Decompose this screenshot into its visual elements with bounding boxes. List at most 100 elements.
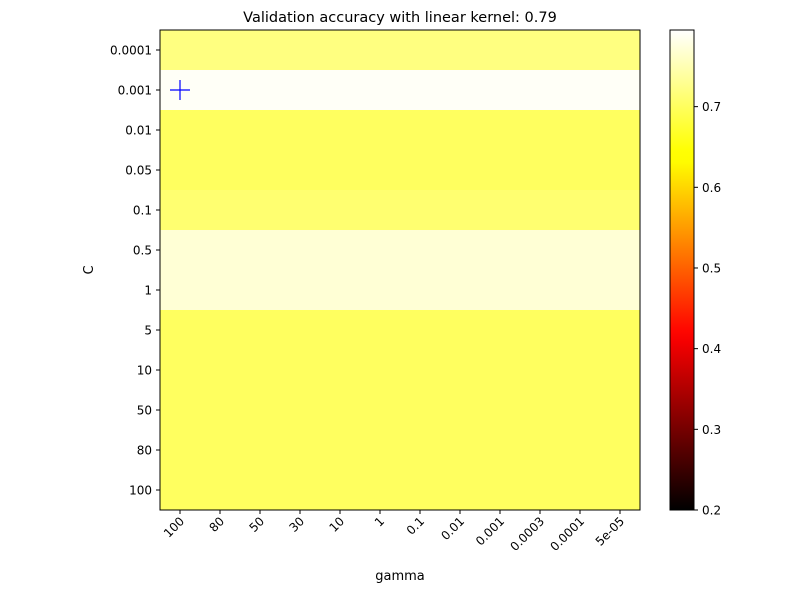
heatmap-cell — [480, 70, 521, 111]
heatmap-cell — [280, 70, 321, 111]
heatmap-cell — [520, 150, 561, 191]
y-tick-label: 0.01 — [125, 124, 152, 138]
heatmap-cell — [520, 70, 561, 111]
heatmap-cell — [520, 350, 561, 391]
y-tick-label: 0.1 — [133, 204, 152, 218]
heatmap-cell — [480, 430, 521, 471]
heatmap-cell — [520, 310, 561, 351]
heatmap-cell — [480, 310, 521, 351]
heatmap-cell — [560, 470, 601, 511]
heatmap-cell — [400, 310, 441, 351]
x-tick-label: 1 — [372, 514, 387, 529]
y-tick-label: 0.0001 — [110, 44, 152, 58]
x-axis-ticks: 100 80 50 30 10 1 0.1 0.01 0.001 0.0003 0.0001 5e-0… — [161, 510, 627, 554]
x-tick-label: 0.1 — [404, 514, 427, 537]
heatmap-cell — [240, 70, 281, 111]
heatmap-cell — [520, 470, 561, 511]
heatmap-cell — [360, 190, 401, 231]
heatmap-cell — [400, 110, 441, 151]
heatmap-cell — [560, 270, 601, 311]
x-tick-label: 0.001 — [473, 514, 507, 548]
heatmap-cell — [200, 350, 241, 391]
heatmap-cell — [160, 150, 201, 191]
heatmap-cell — [560, 230, 601, 271]
heatmap-cell — [320, 390, 361, 431]
heatmap-cell — [280, 270, 321, 311]
heatmap-cell — [240, 390, 281, 431]
heatmap-cell — [240, 470, 281, 511]
heatmap-cell — [600, 150, 641, 191]
heatmap-cell — [280, 390, 321, 431]
heatmap-cell — [160, 190, 201, 231]
heatmap-cell — [160, 350, 201, 391]
heatmap-cell — [320, 270, 361, 311]
heatmap-cell — [560, 70, 601, 111]
heatmap-cell — [240, 110, 281, 151]
colorbar-tick-label: 0.4 — [702, 342, 721, 356]
colorbar-tick-label: 0.2 — [702, 504, 721, 518]
heatmap-cell — [440, 190, 481, 231]
heatmap-cell — [280, 310, 321, 351]
y-tick-label: 0.5 — [133, 244, 152, 258]
heatmap-cell — [520, 190, 561, 231]
colorbar-tick-label: 0.5 — [702, 261, 721, 275]
heatmap-cell — [400, 190, 441, 231]
heatmap-cell — [440, 390, 481, 431]
heatmap-cell — [480, 230, 521, 271]
heatmap-cell — [600, 350, 641, 391]
heatmap-cell — [560, 110, 601, 151]
y-tick-label: 100 — [129, 484, 152, 498]
colorbar-tick-label: 0.7 — [702, 100, 721, 114]
x-tick-label: 0.0003 — [508, 514, 548, 554]
heatmap-cell — [320, 230, 361, 271]
heatmap-cell — [400, 270, 441, 311]
y-tick-label: 50 — [137, 404, 152, 418]
heatmap-cell — [240, 190, 281, 231]
heatmap-cell — [160, 30, 201, 71]
heatmap-cell — [600, 310, 641, 351]
heatmap-cell — [560, 350, 601, 391]
heatmap-cell — [360, 390, 401, 431]
heatmap-cell — [440, 310, 481, 351]
heatmap-cell — [360, 110, 401, 151]
heatmap-cell — [360, 230, 401, 271]
heatmap-cell — [240, 430, 281, 471]
heatmap-cell — [200, 110, 241, 151]
heatmap-cell — [440, 150, 481, 191]
heatmap-cell — [320, 110, 361, 151]
heatmap-cell — [160, 230, 201, 271]
y-axis-label: C — [82, 265, 97, 274]
heatmap-cell — [600, 390, 641, 431]
x-tick-label: 100 — [161, 514, 187, 540]
heatmap-cell — [480, 190, 521, 231]
x-tick-label: 10 — [326, 514, 347, 535]
heatmap-cell — [320, 150, 361, 191]
y-axis-ticks: 0.0001 0.001 0.01 0.05 0.1 0.5 1 5 10 50 80 100 — [110, 44, 160, 498]
heatmap-cell — [200, 30, 241, 71]
heatmap-cell — [400, 350, 441, 391]
heatmap-cell — [280, 190, 321, 231]
x-tick-label: 50 — [246, 514, 267, 535]
heatmap-cell — [480, 30, 521, 71]
heatmap-cell — [160, 110, 201, 151]
heatmap-cell — [360, 310, 401, 351]
y-tick-label: 80 — [137, 444, 152, 458]
heatmap-cell — [400, 430, 441, 471]
heatmap-cell — [400, 70, 441, 111]
heatmap-cell — [200, 390, 241, 431]
heatmap-cell — [200, 70, 241, 111]
heatmap-cell — [320, 470, 361, 511]
heatmap-cell — [440, 110, 481, 151]
heatmap-cell — [360, 430, 401, 471]
best-marker — [170, 80, 190, 100]
heatmap-cell — [240, 30, 281, 71]
heatmap-cell — [320, 190, 361, 231]
heatmap-cell — [400, 150, 441, 191]
x-tick-label: 30 — [286, 514, 307, 535]
heatmap-cell — [400, 230, 441, 271]
heatmap-cell — [600, 470, 641, 511]
heatmap-cell — [440, 270, 481, 311]
heatmap-cell — [400, 390, 441, 431]
x-tick-label: 80 — [206, 514, 227, 535]
heatmap-cell — [200, 270, 241, 311]
